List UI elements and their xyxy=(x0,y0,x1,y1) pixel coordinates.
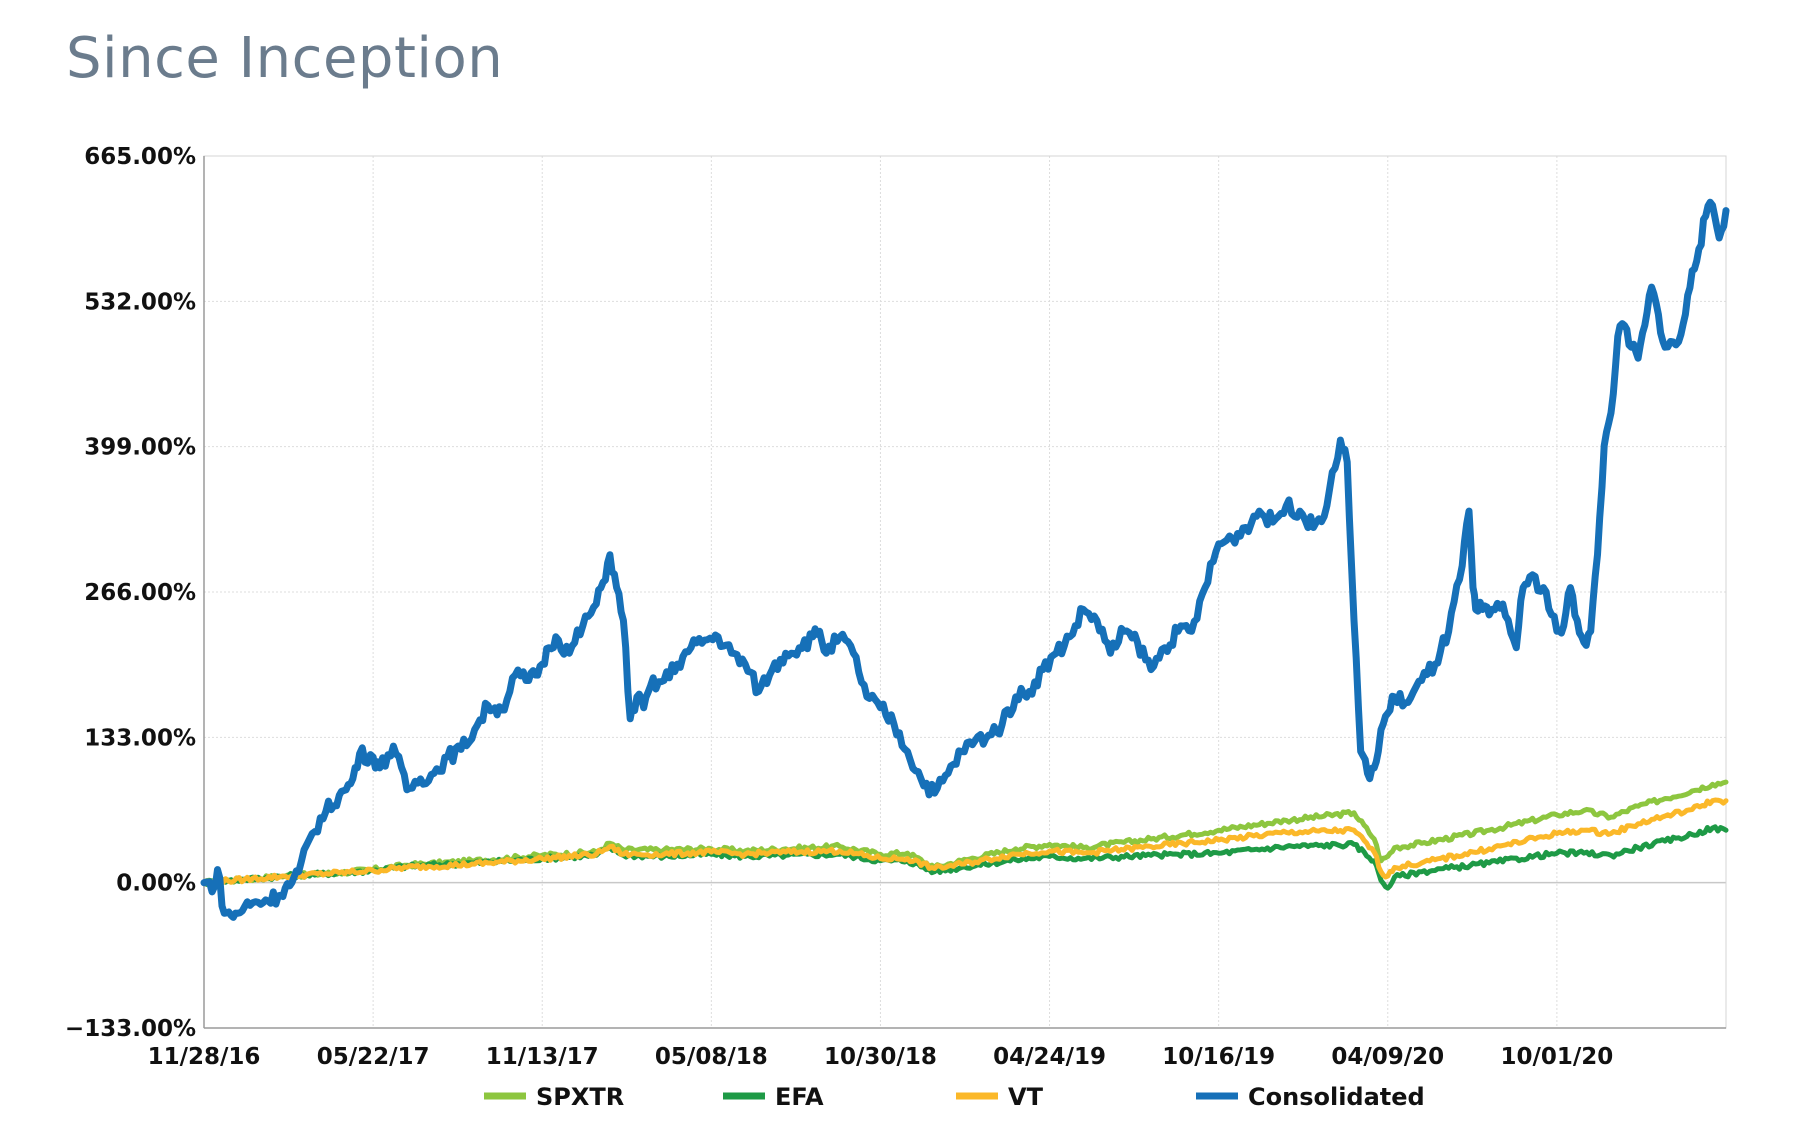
y-tick-label: 532.00% xyxy=(84,289,196,315)
y-tick-label: −133.00% xyxy=(65,1016,196,1042)
legend-label-vt: VT xyxy=(1008,1083,1044,1111)
legend-label-spxtr: SPXTR xyxy=(536,1083,624,1111)
x-tick-label: 05/22/17 xyxy=(317,1044,430,1070)
legend: SPXTR EFA VT Consolidated xyxy=(484,1083,1425,1111)
series-lines xyxy=(200,198,1730,921)
legend-label-consolidated: Consolidated xyxy=(1248,1083,1425,1111)
x-tick-label: 10/16/19 xyxy=(1162,1044,1275,1070)
series-line-vt xyxy=(201,797,1729,886)
x-tick-label: 10/01/20 xyxy=(1500,1044,1613,1070)
y-tick-label: 399.00% xyxy=(84,435,196,461)
y-tick-label: 665.00% xyxy=(84,144,196,170)
chart-title: Since Inception xyxy=(66,26,504,91)
x-tick-label: 05/08/18 xyxy=(655,1044,768,1070)
grid-lines xyxy=(203,155,1726,1029)
y-tick-label: 0.00% xyxy=(116,871,196,897)
x-tick-label: 04/24/19 xyxy=(993,1044,1106,1070)
x-axis-tick-labels: 11/28/16 05/22/17 11/13/17 05/08/18 10/30/18… xyxy=(148,1044,1614,1070)
legend-label-efa: EFA xyxy=(775,1083,824,1111)
y-tick-label: 266.00% xyxy=(84,580,196,606)
y-axis-tick-labels: −133.00% 0.00% 133.00% 266.00% 399.00% 532.00… xyxy=(65,144,196,1042)
x-tick-label: 11/13/17 xyxy=(486,1044,599,1070)
x-tick-label: 11/28/16 xyxy=(148,1044,261,1070)
x-tick-label: 10/30/18 xyxy=(824,1044,937,1070)
x-tick-label: 04/09/20 xyxy=(1331,1044,1444,1070)
y-tick-label: 133.00% xyxy=(84,725,196,751)
series-line-consolidated xyxy=(200,198,1730,921)
